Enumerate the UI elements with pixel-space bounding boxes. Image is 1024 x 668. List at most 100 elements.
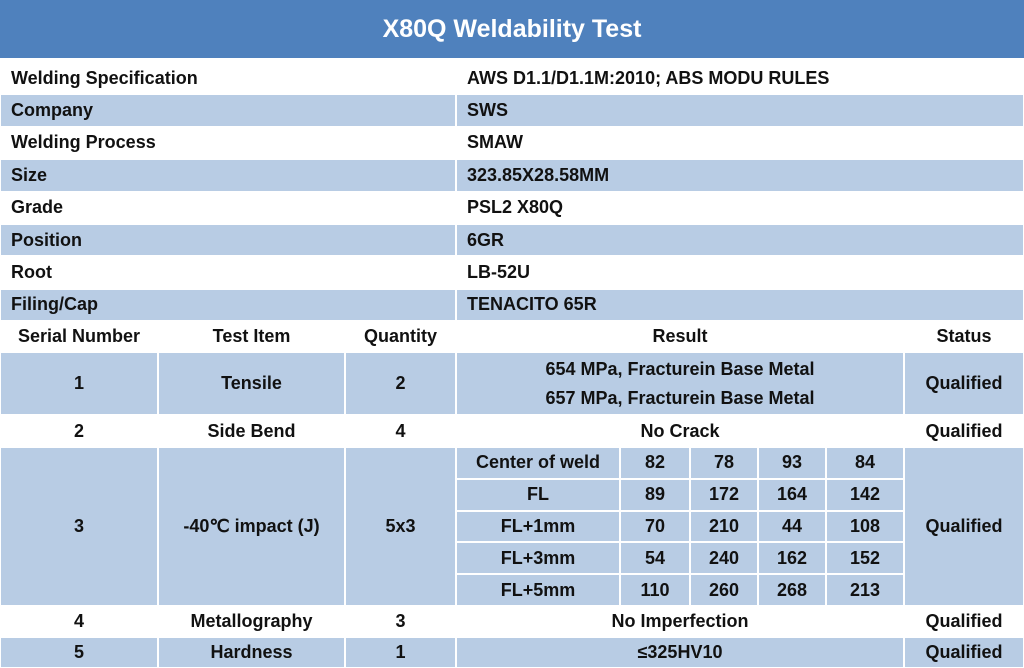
impact-value: 260 (691, 575, 757, 605)
result: No Imperfection (457, 607, 903, 636)
status-text: Qualified (925, 642, 1003, 662)
result: ≤325HV10 (457, 638, 903, 667)
quantity: 2 (346, 353, 455, 414)
info-label: Position (1, 225, 455, 256)
impact-location-text: FL+3mm (500, 547, 576, 568)
impact-value-text: 44 (781, 515, 803, 536)
status-text: Qualified (925, 516, 1003, 536)
serial-text: 3 (73, 516, 84, 536)
test-item-text: Tensile (221, 373, 282, 393)
info-label-text: Size (11, 164, 48, 185)
info-value: SWS (457, 95, 1023, 126)
impact-value-text: 172 (708, 484, 740, 505)
quantity: 4 (346, 416, 455, 446)
info-label: Root (1, 257, 455, 288)
result-text: 657 MPa, Fracturein Base Metal (545, 387, 815, 408)
impact-location-text: FL+5mm (500, 579, 576, 600)
impact-value-text: 142 (849, 484, 881, 505)
status: Qualified (905, 448, 1023, 605)
impact-value-text: 93 (781, 452, 803, 473)
impact-value-text: 89 (644, 484, 666, 505)
impact-value-text: 210 (708, 515, 740, 536)
column-header-text: Result (652, 326, 708, 347)
impact-value-text: 260 (708, 579, 740, 600)
result: No Crack (457, 416, 903, 446)
info-value-text: 6GR (467, 229, 505, 250)
column-header: Status (905, 322, 1023, 351)
impact-location-text: Center of weld (475, 452, 600, 473)
info-label-text: Welding Specification (11, 67, 198, 88)
status-text: Qualified (925, 420, 1003, 441)
impact-value-text: 164 (776, 484, 808, 505)
result-text: No Crack (640, 420, 720, 441)
column-header-text: Serial Number (17, 326, 141, 347)
impact-value-text: 162 (776, 547, 808, 568)
impact-value: 82 (621, 448, 689, 478)
impact-value: 70 (621, 511, 689, 542)
serial: 5 (1, 638, 157, 667)
impact-value: 164 (759, 479, 825, 510)
test-item: -40℃ impact (J) (159, 448, 344, 605)
test-item-text: -40℃ impact (J) (183, 516, 320, 536)
impact-value: 89 (621, 479, 689, 510)
info-value: 6GR (457, 225, 1023, 256)
impact-value: 78 (691, 448, 757, 478)
result-text: 654 MPa, Fracturein Base Metal (545, 358, 815, 379)
column-header: Serial Number (1, 322, 157, 351)
quantity: 3 (346, 607, 455, 636)
result-text: No Imperfection (611, 611, 749, 631)
impact-value-text: 54 (644, 547, 666, 568)
serial: 4 (1, 607, 157, 636)
impact-value-text: 78 (713, 452, 735, 473)
impact-value: 210 (691, 511, 757, 542)
info-value: SMAW (457, 127, 1023, 159)
info-value-text: 323.85X28.58MM (467, 164, 610, 185)
test-item-text: Hardness (210, 642, 293, 662)
quantity-text: 1 (395, 642, 406, 662)
impact-value-text: 110 (640, 579, 670, 600)
impact-value: 44 (759, 511, 825, 542)
quantity: 1 (346, 638, 455, 667)
status: Qualified (905, 416, 1023, 446)
quantity: 5x3 (346, 448, 455, 605)
info-value-text: AWS D1.1/D1.1M:2010; ABS MODU RULES (467, 67, 830, 88)
impact-location: FL+1mm (457, 511, 619, 542)
quantity-text: 4 (395, 420, 406, 441)
status-text: Qualified (925, 611, 1003, 631)
serial-text: 2 (73, 420, 84, 441)
impact-value-text: 70 (644, 515, 666, 536)
impact-value-text: 152 (849, 547, 881, 568)
status: Qualified (905, 638, 1023, 667)
info-value: PSL2 X80Q (457, 192, 1023, 223)
impact-value-text: 82 (644, 452, 666, 473)
impact-location: FL (457, 479, 619, 510)
info-label-text: Company (11, 100, 94, 121)
column-header-text: Status (936, 326, 992, 347)
impact-value: 84 (827, 448, 903, 478)
column-header: Test Item (159, 322, 344, 351)
info-label: Welding Specification (1, 63, 455, 94)
info-value-text: SWS (467, 100, 509, 121)
info-value-text: TENACITO 65R (467, 294, 597, 315)
impact-value: 142 (827, 479, 903, 510)
serial-text: 4 (73, 611, 84, 631)
impact-value: 162 (759, 543, 825, 574)
test-item: Metallography (159, 607, 344, 636)
quantity-text: 2 (395, 373, 406, 393)
title: X80Q Weldability Test (0, 0, 1024, 58)
info-value: LB-52U (457, 257, 1023, 288)
serial: 1 (1, 353, 157, 414)
impact-location-text: FL (527, 484, 549, 505)
info-label: Filing/Cap (1, 289, 455, 321)
info-label-text: Position (11, 229, 82, 250)
status: Qualified (905, 607, 1023, 636)
impact-value: 108 (827, 511, 903, 542)
column-header-text: Quantity (363, 326, 437, 347)
impact-value: 268 (759, 575, 825, 605)
test-item: Side Bend (159, 416, 344, 446)
info-value: AWS D1.1/D1.1M:2010; ABS MODU RULES (457, 63, 1023, 94)
result-text: ≤325HV10 (637, 642, 723, 662)
info-label: Company (1, 95, 455, 126)
serial-text: 1 (73, 373, 84, 393)
